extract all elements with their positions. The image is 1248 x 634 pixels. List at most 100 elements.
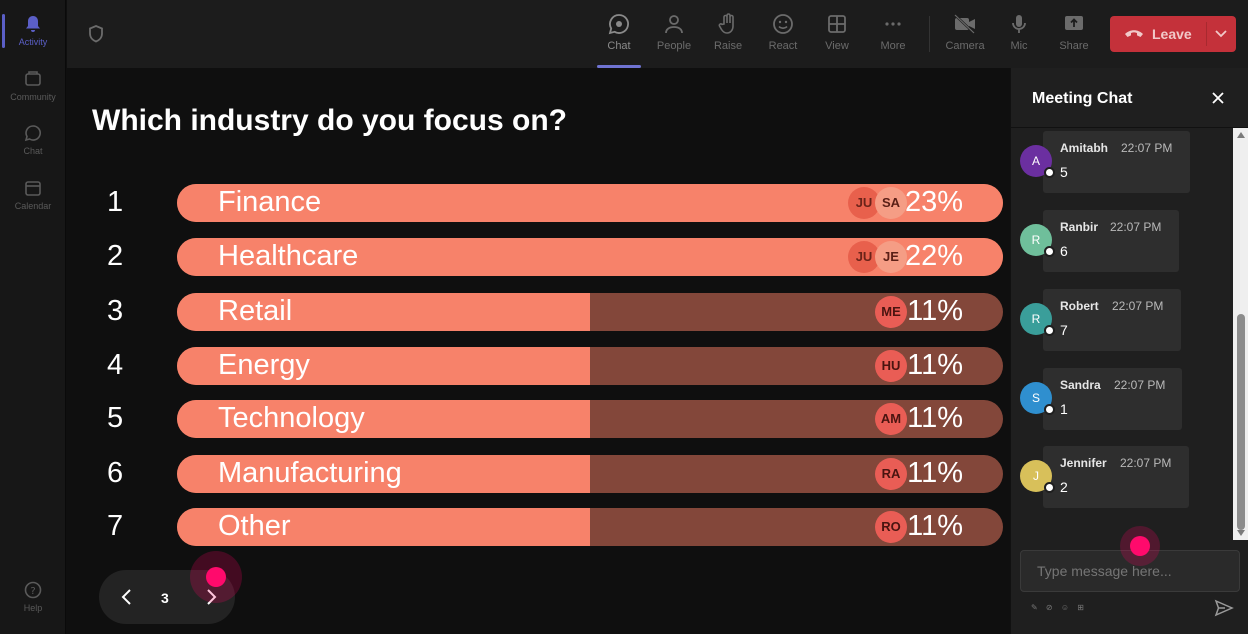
poll-option-rank: 6 (107, 457, 124, 489)
message-time: 22:07 PM (1112, 299, 1164, 313)
leave-button[interactable]: Leave (1110, 16, 1236, 52)
toolbar-label: Mic (1010, 40, 1028, 52)
scroll-down-icon[interactable] (1237, 530, 1245, 536)
scroll-up-icon[interactable] (1237, 132, 1245, 138)
voter-avatar: SA (875, 187, 907, 219)
poll-option-label: Finance (218, 186, 322, 218)
toolbar-label: Chat (607, 40, 631, 52)
chevron-down-icon[interactable] (1214, 29, 1228, 39)
poll-option-rank: 3 (107, 295, 124, 327)
toolbar-more-button[interactable]: More (869, 8, 917, 64)
chat-message: Jennifer 22:07 PM 2 J (1019, 446, 1233, 508)
voter-avatar: AM (875, 403, 907, 435)
help-icon: ? (24, 581, 42, 599)
toolbar-mic-button[interactable]: Mic (995, 8, 1043, 64)
rail-item-calendar[interactable]: Calendar (0, 170, 66, 220)
meeting-toolbar: Chat People Raise React View More Camera… (67, 0, 1248, 68)
toolbar-people-button[interactable]: People (650, 8, 698, 64)
presence-status-icon (1044, 167, 1055, 178)
message-text: 7 (1060, 322, 1068, 338)
poll-option-row: 1 Finance JU SA 23% (67, 184, 1010, 222)
shield-icon[interactable] (87, 24, 105, 44)
toolbar-react-button[interactable]: React (759, 8, 807, 64)
message-bubble: Ranbir 22:07 PM 6 (1043, 210, 1179, 272)
poll-option-percent: 11% (907, 510, 963, 542)
message-text: 6 (1060, 243, 1068, 259)
rail-item-label: Chat (23, 146, 43, 156)
poll-option-row: 2 Healthcare JU JE 22% (67, 238, 1010, 276)
chat-message: Sandra 22:07 PM 1 S (1019, 368, 1233, 430)
chat-scrollbar[interactable] (1233, 128, 1248, 540)
poll-option-bar: Other RO 11% (177, 508, 1003, 546)
calendar-icon (25, 181, 41, 196)
scrollbar-thumb[interactable] (1237, 314, 1245, 530)
people-icon (665, 15, 683, 34)
rail-item-label: Help (23, 603, 43, 613)
sender-name: Ranbir (1060, 220, 1099, 234)
toolbar-share-button[interactable]: Share (1050, 8, 1098, 64)
poll-option-percent: 22% (904, 240, 963, 272)
voter-avatar: RA (875, 458, 907, 490)
poll-option-row: 5 Technology AM 11% (67, 400, 1010, 438)
voter-avatar: JE (875, 241, 907, 273)
rail-item-label: Activity (18, 37, 48, 47)
bell-icon (26, 16, 40, 32)
message-time: 22:07 PM (1120, 456, 1172, 470)
poll-option-row: 6 Manufacturing RA 11% (67, 455, 1010, 493)
toolbar-raise-button[interactable]: Raise (704, 8, 752, 64)
toolbar-chat-button[interactable]: Chat (595, 8, 643, 68)
poll-option-rank: 7 (107, 510, 124, 542)
chevron-right-icon[interactable] (201, 587, 221, 607)
toolbar-label: View (825, 40, 849, 52)
toolbar-label: More (880, 40, 906, 52)
message-bubble: Robert 22:07 PM 7 (1043, 289, 1181, 351)
toolbar-view-button[interactable]: View (813, 8, 861, 64)
format-toolbar[interactable]: ✎ ⊘ ☺ ⊞ (1031, 603, 1087, 612)
raise-hand-icon (718, 13, 734, 34)
poll-option-bar: Technology AM 11% (177, 400, 1003, 438)
poll-option-rank: 5 (107, 402, 124, 434)
message-bubble: Sandra 22:07 PM 1 (1043, 368, 1182, 430)
send-icon[interactable] (1214, 599, 1234, 617)
sender-name: Amitabh (1060, 141, 1108, 155)
close-icon[interactable] (1210, 90, 1226, 106)
toolbar-label: React (768, 40, 798, 52)
poll-option-row: 3 Retail ME 11% (67, 293, 1010, 331)
poll-option-bar: Healthcare JU JE 22% (177, 238, 1003, 276)
leave-label: Leave (1152, 26, 1192, 42)
message-bubble: Amitabh 22:07 PM 5 (1043, 131, 1190, 193)
rail-item-activity[interactable]: Activity (0, 6, 66, 56)
poll-question: Which industry do you focus on? (92, 104, 567, 137)
page-number: 3 (161, 590, 169, 606)
voter-avatar: RO (875, 511, 907, 543)
message-input[interactable] (1020, 550, 1240, 592)
rail-item-help[interactable]: ? Help (0, 572, 66, 622)
message-bubble: Jennifer 22:07 PM 2 (1043, 446, 1189, 508)
chat-icon (24, 125, 41, 142)
presence-status-icon (1044, 246, 1055, 257)
message-text: 1 (1060, 401, 1068, 417)
poll-option-bar-fill (177, 347, 590, 385)
voter-avatar: JU (848, 241, 880, 273)
camera-off-icon (954, 14, 975, 34)
presence-status-icon (1044, 325, 1055, 336)
chevron-left-icon[interactable] (117, 587, 137, 607)
poll-option-label: Healthcare (218, 240, 359, 272)
rail-item-community[interactable]: Community (0, 61, 66, 111)
poll-option-label: Technology (218, 402, 365, 434)
poll-option-bar-fill (177, 400, 590, 438)
poll-option-bar: Energy HU 11% (177, 347, 1003, 385)
smiley-icon (773, 14, 793, 34)
cursor-highlight (1120, 526, 1160, 566)
voter-avatar: JU (848, 187, 880, 219)
rail-item-chat[interactable]: Chat (0, 115, 66, 165)
toolbar-camera-button[interactable]: Camera (941, 8, 989, 64)
chat-message: Robert 22:07 PM 7 R (1019, 289, 1233, 351)
poll-option-label: Energy (218, 349, 310, 381)
poll-option-percent: 11% (907, 295, 963, 327)
grid-view-icon (828, 15, 846, 33)
svg-text:?: ? (30, 586, 35, 597)
poll-option-bar: Manufacturing RA 11% (177, 455, 1003, 493)
poll-option-label: Manufacturing (218, 457, 402, 489)
poll-option-percent: 11% (907, 457, 963, 489)
